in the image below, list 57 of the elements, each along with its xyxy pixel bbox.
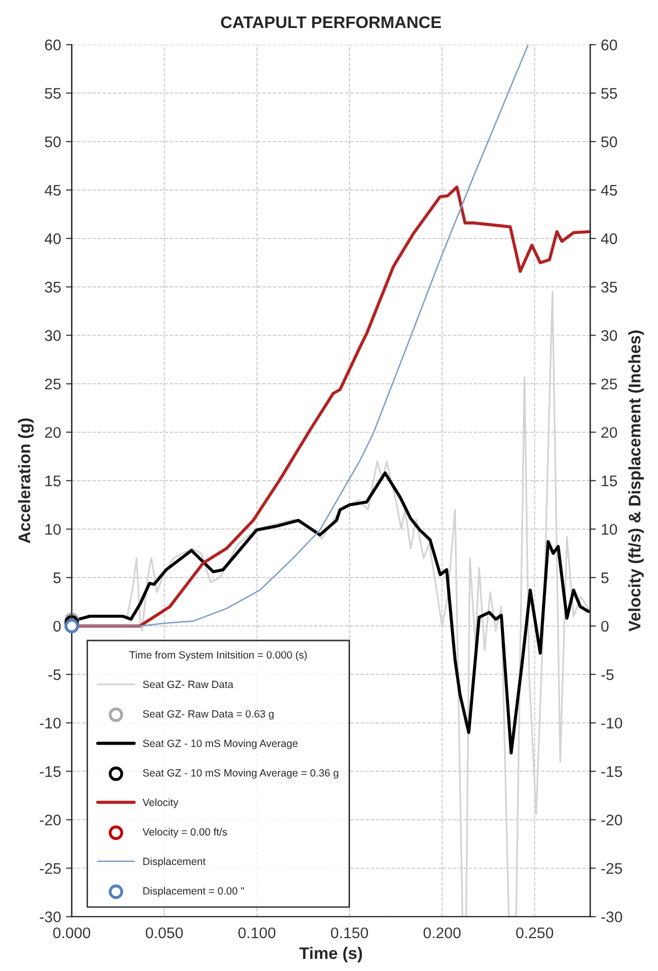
- y2-tick-label: 5: [601, 572, 608, 584]
- legend-label: Displacement = 0.00 ": [143, 886, 244, 897]
- y-tick-label: -15: [40, 766, 61, 777]
- x-tick-label: 0.100: [238, 927, 276, 938]
- y2-tick-label: 45: [600, 185, 617, 196]
- y2-tick-label: 20: [601, 427, 618, 438]
- y-tick-label: -5: [48, 669, 61, 680]
- y-tick-label: 20: [45, 427, 61, 438]
- y2-tick-label: -25: [601, 863, 622, 874]
- y2-tick-label: 10: [602, 524, 618, 535]
- y2-axis-title: Velocity (ft/s) & Displacement (Inches): [628, 330, 644, 632]
- y-tick-label: 0: [53, 620, 61, 632]
- y-tick-label: 10: [45, 524, 61, 535]
- y-tick-label: 60: [45, 40, 61, 50]
- y2-tick-label: 35: [601, 282, 617, 293]
- y-tick-label: 55: [44, 88, 61, 99]
- y-tick-label: 50: [44, 136, 61, 148]
- x-axis-title: Time (s): [299, 946, 362, 962]
- legend-label: Velocity: [142, 798, 178, 808]
- y2-tick-label: 50: [601, 136, 618, 148]
- legend-title: Time from System Initsition = 0.000 (s): [129, 650, 307, 661]
- y-tick-label: 35: [44, 282, 61, 293]
- y2-tick-label: 0: [601, 620, 609, 632]
- y2-tick-label: 55: [601, 88, 617, 99]
- x-tick-label: 0.250: [516, 927, 554, 938]
- legend-label: Seat GZ - 10 mS Moving Average = 0.36 g: [142, 768, 338, 779]
- y-tick-label: 15: [45, 476, 61, 486]
- legend-label: Seat GZ- Raw Data: [142, 680, 234, 688]
- y2-tick-label: -5: [601, 669, 614, 680]
- y-tick-label: -20: [40, 814, 61, 826]
- y-tick-label: -30: [40, 911, 61, 922]
- y2-tick-label: 15: [602, 476, 617, 486]
- y-axis-title: Acceleration (g): [18, 418, 34, 544]
- y-tick-label: 25: [45, 378, 61, 390]
- y-tick-label: -25: [40, 863, 61, 874]
- legend-label: Seat GZ- Raw Data = 0.63 g: [142, 710, 274, 720]
- y2-tick-label: 60: [601, 40, 618, 50]
- y2-tick-label: 30: [601, 330, 618, 342]
- y2-tick-label: -30: [601, 911, 622, 922]
- chart-title: CATAPULT PERFORMANCE: [221, 16, 441, 28]
- x-tick-label: 0.200: [424, 927, 461, 938]
- y-tick-label: 5: [53, 572, 61, 584]
- x-tick-label: 0.000: [53, 927, 90, 938]
- y-tick-label: 30: [44, 330, 61, 342]
- y-tick-label: 45: [44, 185, 61, 196]
- y2-tick-label: -20: [601, 814, 622, 826]
- y2-tick-label: 25: [601, 378, 617, 390]
- y-tick-label: 40: [44, 233, 61, 244]
- y2-tick-label: 40: [600, 233, 618, 244]
- legend-label: Velocity = 0.00 ft/s: [142, 828, 227, 838]
- y2-tick-label: -10: [601, 718, 622, 729]
- legend-label: Displacement: [143, 857, 206, 868]
- legend-label: Seat GZ - 10 mS Moving Average: [142, 739, 298, 750]
- y2-tick-label: -15: [601, 766, 622, 777]
- x-tick-label: 0.050: [146, 927, 183, 938]
- y-tick-label: -10: [40, 718, 61, 729]
- x-tick-label: 0.150: [330, 927, 368, 938]
